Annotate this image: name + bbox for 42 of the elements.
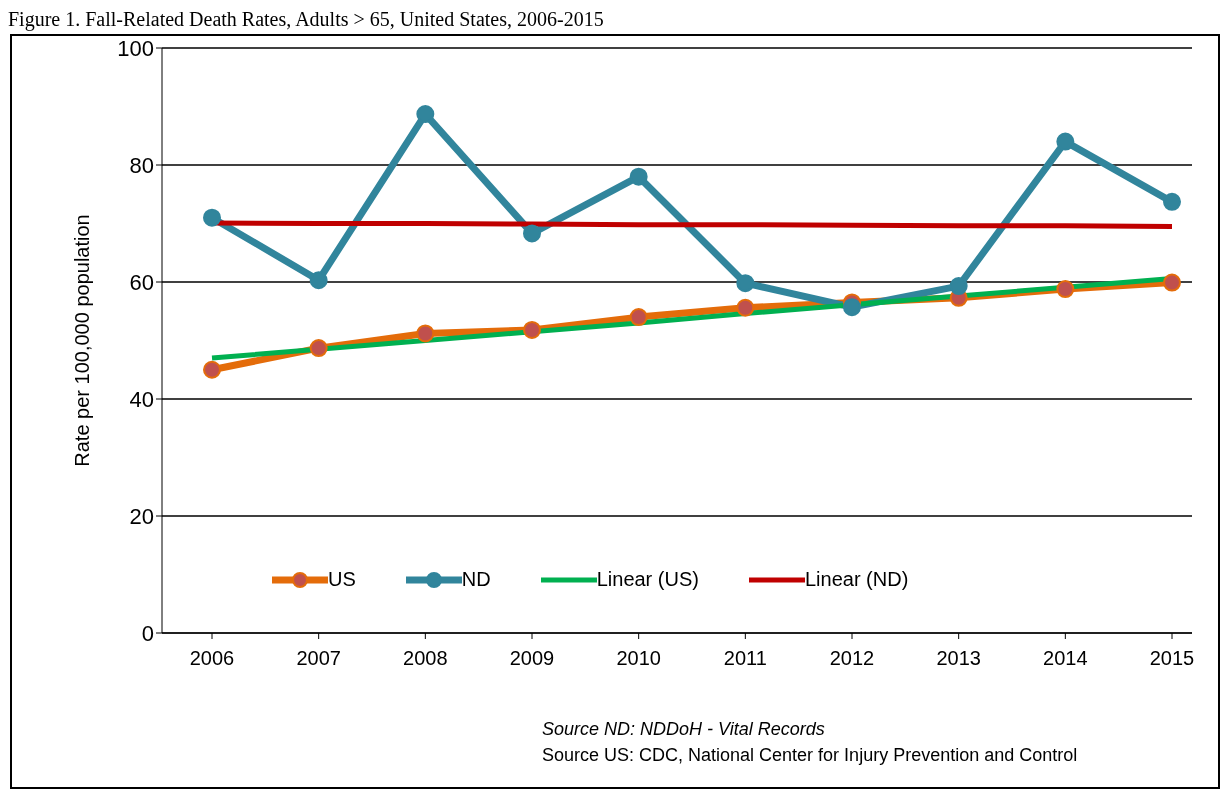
source-note: Source US: CDC, National Center for Injury Prevention and Control [542, 744, 1078, 767]
y-tick-label: 40 [129, 386, 154, 412]
point [1163, 273, 1181, 292]
point [309, 339, 328, 358]
point [203, 208, 221, 227]
y-tick-label: 100 [117, 35, 154, 61]
x-tick-label: 2011 [723, 647, 767, 670]
x-tick-label: 2008 [403, 647, 448, 670]
point [203, 360, 221, 379]
x-tick-label: 2014 [1043, 647, 1088, 670]
y-axis-title: Rate per 100,000 population [71, 214, 94, 467]
point [309, 271, 328, 290]
x-tick-label: 2013 [936, 647, 981, 670]
legend-label: ND [461, 568, 491, 591]
x-tick-label: 2012 [829, 647, 875, 670]
x-tick-label: 2015 [1149, 647, 1195, 670]
point [736, 298, 755, 317]
point [523, 320, 541, 339]
legend-label: Linear (US) [596, 568, 699, 591]
y-tick-label: 20 [129, 503, 154, 529]
legend-label: Linear (ND) [804, 568, 909, 591]
x-tick-label: 2006 [189, 647, 235, 670]
legend-label: US [328, 568, 356, 591]
point [1056, 132, 1075, 151]
y-tick-label: 0 [141, 620, 154, 646]
x-tick-label: 2010 [616, 647, 661, 670]
x-tick-label: 2007 [296, 647, 341, 670]
source-note: Source ND: NDDoH - Vital Records [542, 718, 826, 741]
point [629, 308, 648, 327]
chart-title: Figure 1. Fall-Related Death Rates, Adults > 65, United States, 2006-2015 [8, 8, 604, 31]
point [843, 298, 861, 317]
point [416, 105, 435, 124]
point [523, 224, 541, 243]
y-tick-label: 60 [129, 269, 154, 295]
point [736, 274, 755, 293]
point [949, 277, 968, 296]
point [629, 167, 648, 186]
point [1163, 192, 1181, 211]
point [416, 324, 435, 343]
y-tick-label: 80 [129, 152, 154, 178]
x-tick-label: 2009 [509, 647, 555, 670]
point [1056, 280, 1075, 299]
